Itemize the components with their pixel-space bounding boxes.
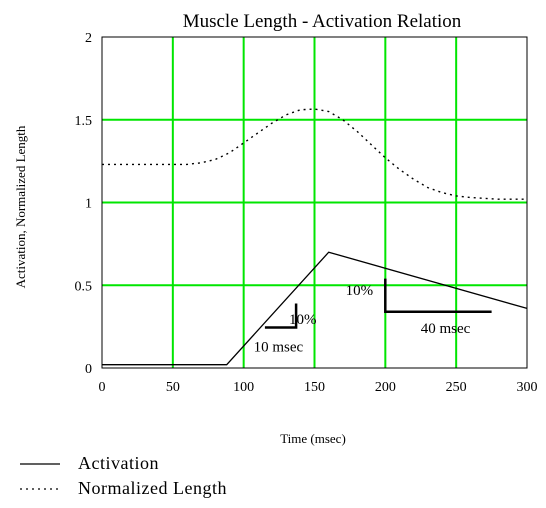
y-tick-label: 2: [85, 31, 92, 46]
y-tick-label: 0.5: [75, 279, 93, 294]
normalized-length-line: [102, 108, 527, 200]
annotation-label: 10 msec: [254, 339, 304, 355]
axis-ticks: 0 50 100 150 200 250 300 0 0.5 1 1.5 2: [75, 31, 538, 395]
legend: Activation Normalized Length: [20, 453, 227, 498]
y-axis-label: Activation, Normalized Length: [13, 125, 28, 288]
y-tick-label: 1.5: [75, 114, 93, 129]
plot-area-frame: [101, 36, 528, 369]
annotation-bracket-0: [264, 303, 298, 329]
annotation-label: 40 msec: [421, 321, 471, 337]
grid: [102, 37, 527, 368]
activation-line: [102, 251, 528, 366]
x-tick-label: 100: [233, 380, 254, 395]
x-tick-label: 150: [304, 380, 325, 395]
x-tick-label: 300: [517, 380, 538, 395]
annotations: 10% 10 msec 10% 40 msec: [254, 278, 492, 355]
x-tick-label: 200: [375, 380, 396, 395]
series-lines: [102, 108, 528, 366]
annotation-label: 10%: [289, 312, 317, 328]
x-tick-label: 250: [446, 380, 467, 395]
x-tick-label: 50: [166, 380, 180, 395]
annotation-bracket-3: [384, 278, 492, 313]
y-tick-label: 0: [85, 362, 92, 377]
legend-label-activation: Activation: [78, 453, 159, 473]
annotation-label: 10%: [346, 283, 374, 299]
x-axis-label: Time (msec): [280, 431, 346, 446]
x-tick-label: 0: [99, 380, 106, 395]
y-tick-label: 1: [85, 197, 92, 212]
chart-title: Muscle Length - Activation Relation: [183, 11, 462, 32]
legend-label-normalized-length: Normalized Length: [78, 478, 227, 498]
